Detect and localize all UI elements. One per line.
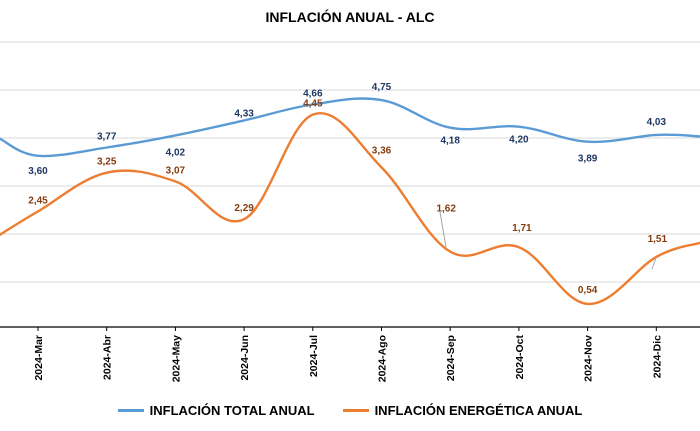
data-label: 4,33 [234, 108, 254, 119]
data-label: 4,03 [647, 117, 667, 128]
data-label: 3,77 [97, 132, 117, 143]
label-leader-line [651, 257, 657, 270]
x-tick-label: 2024-Mar [33, 335, 45, 381]
data-label: 4,45 [303, 99, 323, 110]
data-label: 1,51 [648, 234, 668, 245]
legend-item-energy: INFLACIÓN ENERGÉTICA ANUAL [342, 402, 583, 418]
x-tick-labels: 2024-Mar 2024-Abr 2024-May 2024-Jun 2024-Jul… [33, 334, 663, 382]
chart-title: INFLACIÓN ANUAL - ALC [265, 9, 435, 25]
data-labels: 3,60 3,77 4,02 4,33 4,66 4,75 4,18 4,20 3,89 4,03… [28, 82, 667, 296]
data-label: 3,25 [97, 157, 117, 168]
data-label: 3,36 [372, 145, 392, 156]
data-label: 3,89 [578, 154, 598, 165]
x-tick-label: 2024-Ago [377, 335, 389, 382]
data-label: 4,18 [440, 136, 460, 147]
x-axis [0, 326, 700, 331]
x-tick-label: 2024-Nov [583, 335, 595, 382]
x-tick-label: 2024-Jun [239, 335, 251, 381]
label-leader-line [439, 211, 447, 248]
x-tick-label: 2024-Oct [514, 334, 526, 379]
series-lines [0, 97, 700, 306]
data-label: 0,54 [578, 285, 598, 296]
data-label: 4,20 [509, 135, 529, 146]
legend-swatch-total [117, 408, 144, 412]
data-label: 1,71 [512, 223, 532, 234]
gridlines [0, 41, 700, 283]
series-line-0 [0, 97, 700, 158]
data-label: 2,45 [28, 195, 48, 206]
x-tick-label: 2024-May [170, 335, 182, 382]
legend-item-total: INFLACIÓN TOTAL ANUAL [117, 402, 315, 418]
legend-swatch-energy [342, 408, 369, 412]
data-label: 1,62 [436, 204, 456, 215]
data-label: 3,60 [28, 166, 48, 177]
x-tick-label: 2024-Abr [102, 335, 114, 380]
x-tick-label: 2024-Sep [445, 335, 457, 381]
legend-label-energy: INFLACIÓN ENERGÉTICA ANUAL [374, 402, 583, 418]
legend: INFLACIÓN TOTAL ANUAL INFLACIÓN ENERGÉTI… [0, 400, 700, 420]
x-tick-label: 2024-Jul [308, 335, 320, 377]
data-label: 4,66 [303, 88, 323, 99]
data-label: 2,29 [234, 203, 254, 214]
x-tick-label: 2024-Dic [651, 335, 663, 378]
line-chart: 3,60 3,77 4,02 4,33 4,66 4,75 4,18 4,20 3,89 4,03… [0, 41, 700, 382]
data-label: 4,75 [372, 82, 392, 93]
series-line-1 [0, 111, 700, 306]
data-label: 3,07 [166, 165, 186, 176]
legend-label-total: INFLACIÓN TOTAL ANUAL [149, 402, 315, 418]
data-label: 4,02 [166, 147, 186, 158]
